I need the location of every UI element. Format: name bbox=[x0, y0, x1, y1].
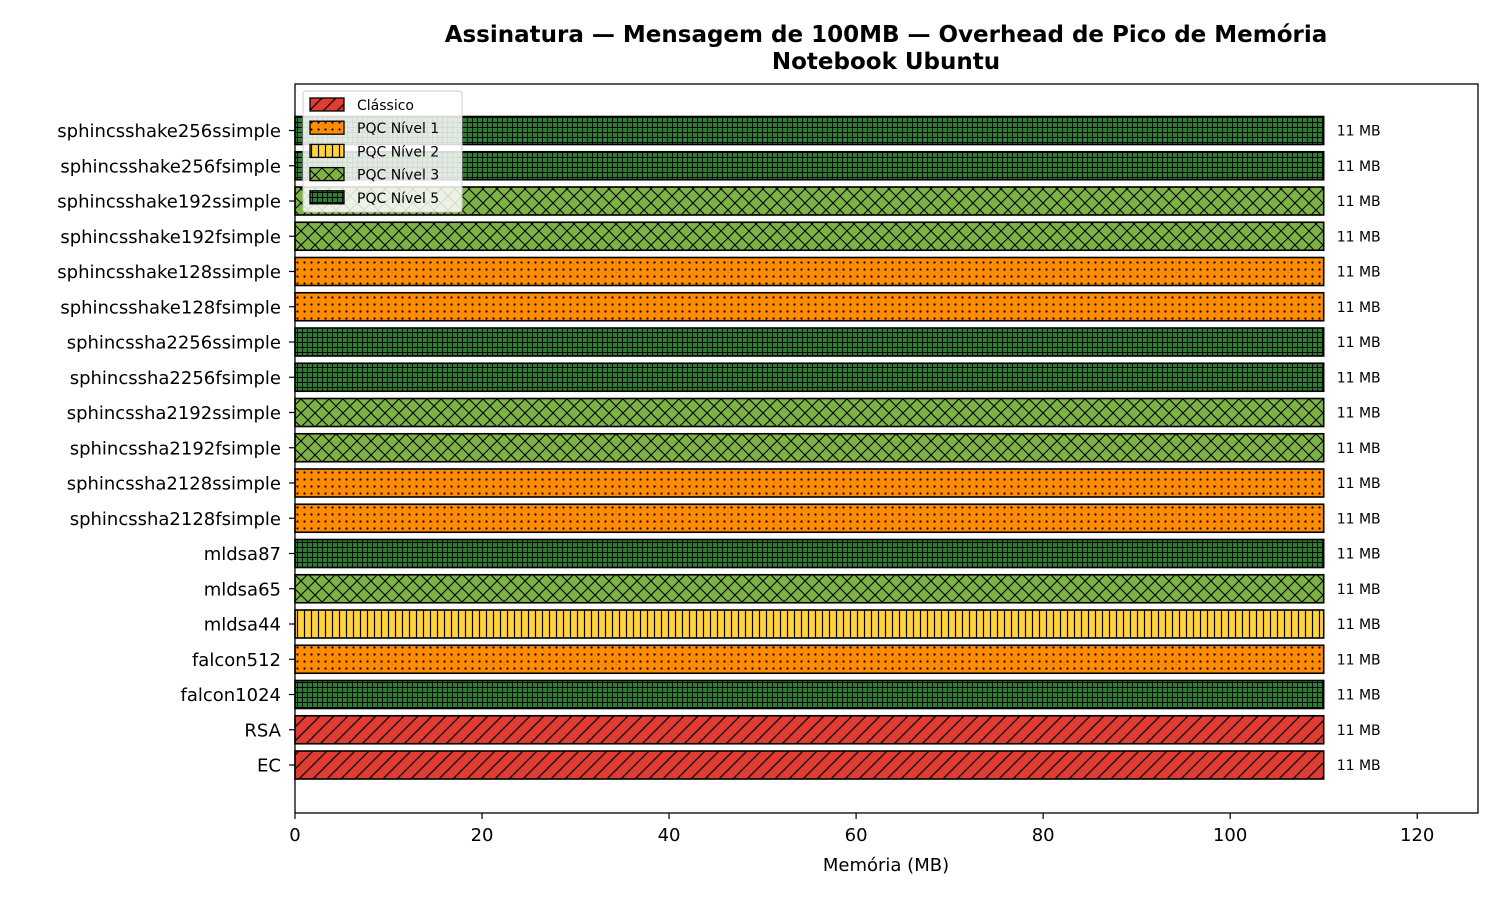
x-axis-label: Memória (MB) bbox=[823, 855, 949, 876]
data-label-sphincsshake256ssimple: 11 MB bbox=[1337, 124, 1381, 140]
bar-mldsa44 bbox=[294, 609, 1325, 639]
bar-sphincsshake192ssimple bbox=[294, 186, 1325, 216]
data-label-mldsa65: 11 MB bbox=[1337, 582, 1381, 598]
x-tick-label-40: 40 bbox=[658, 825, 681, 846]
y-tick-label-sphincssha2256ssimple: sphincssha2256ssimple bbox=[67, 333, 281, 354]
y-tick-label-sphincssha2128fsimple: sphincssha2128fsimple bbox=[70, 509, 281, 530]
legend-swatch-classic bbox=[309, 97, 345, 112]
bar-falcon1024 bbox=[294, 679, 1325, 710]
legend-label-n2: PQC Nível 2 bbox=[357, 144, 439, 160]
legend-label-classic: Clássico bbox=[357, 98, 414, 114]
data-label-sphincssha2256ssimple: 11 MB bbox=[1337, 335, 1381, 351]
legend-label-n3: PQC Nível 3 bbox=[357, 168, 439, 184]
data-label-sphincssha2128fsimple: 11 MB bbox=[1337, 511, 1381, 527]
bar-RSA bbox=[294, 714, 1325, 745]
y-tick-label-sphincssha2128ssimple: sphincssha2128ssimple bbox=[67, 474, 281, 495]
legend-swatch-n2 bbox=[309, 143, 345, 159]
x-tick-label-20: 20 bbox=[471, 825, 494, 846]
data-label-mldsa44: 11 MB bbox=[1337, 617, 1381, 633]
legend: Clássico PQC Nível 1 PQC Nível 2 PQC Nível … bbox=[302, 90, 463, 213]
x-axis: 0 20 40 60 80 100 120 bbox=[289, 813, 1434, 846]
y-tick-label-RSA: RSA bbox=[244, 720, 281, 741]
legend-swatch-n1 bbox=[309, 120, 345, 135]
legend-swatch-n3 bbox=[309, 166, 345, 182]
x-tick-label-0: 0 bbox=[289, 825, 300, 846]
data-label-sphincssha2192ssimple: 11 MB bbox=[1337, 406, 1381, 422]
chart-subtitle: Notebook Ubuntu bbox=[772, 49, 1000, 75]
data-label-RSA: 11 MB bbox=[1337, 723, 1381, 739]
plot-frame bbox=[294, 83, 1479, 814]
y-tick-label-sphincsshake128fsimple: sphincsshake128fsimple bbox=[60, 297, 281, 318]
bar-sphincssha2192fsimple bbox=[294, 432, 1325, 463]
y-tick-labels: sphincsshake256ssimple sphincsshake256fsi… bbox=[57, 121, 295, 777]
data-label-falcon1024: 11 MB bbox=[1337, 688, 1381, 704]
y-tick-label-falcon512: falcon512 bbox=[192, 650, 281, 671]
bar-sphincssha2128fsimple bbox=[294, 503, 1325, 534]
bar-sphincssha2192ssimple bbox=[294, 397, 1325, 428]
data-labels: 11 MB 11 MB 11 MB 11 MB 11 MB 11 MB 11 MB 11 MB… bbox=[1337, 124, 1381, 775]
y-tick-label-sphincsshake192fsimple: sphincsshake192fsimple bbox=[60, 227, 281, 248]
legend-swatch-n5 bbox=[309, 190, 345, 205]
y-tick-label-falcon1024: falcon1024 bbox=[181, 685, 282, 706]
bar-mldsa87 bbox=[294, 538, 1325, 569]
data-label-sphincsshake192ssimple: 11 MB bbox=[1337, 194, 1381, 210]
bar-sphincsshake128fsimple bbox=[294, 291, 1325, 322]
data-label-sphincssha2192fsimple: 11 MB bbox=[1337, 441, 1381, 457]
x-tick-label-80: 80 bbox=[1032, 825, 1055, 846]
bar-sphincssha2256fsimple bbox=[294, 362, 1325, 393]
x-tick-label-120: 120 bbox=[1400, 825, 1434, 846]
bar-sphincssha2128ssimple bbox=[294, 468, 1325, 498]
y-tick-label-sphincsshake256fsimple: sphincsshake256fsimple bbox=[60, 156, 281, 177]
y-tick-label-EC: EC bbox=[257, 756, 281, 777]
chart-title: Assinatura — Mensagem de 100MB — Overhea… bbox=[445, 22, 1328, 48]
bar-sphincsshake256fsimple bbox=[294, 150, 1325, 181]
bar-mldsa65 bbox=[294, 573, 1325, 604]
y-tick-label-mldsa44: mldsa44 bbox=[204, 615, 281, 636]
data-label-EC: 11 MB bbox=[1337, 758, 1381, 774]
data-label-sphincsshake256fsimple: 11 MB bbox=[1337, 159, 1381, 175]
bar-EC bbox=[294, 750, 1325, 780]
y-tick-label-mldsa87: mldsa87 bbox=[204, 544, 281, 565]
data-label-sphincsshake128fsimple: 11 MB bbox=[1337, 300, 1381, 316]
bar-sphincsshake128ssimple bbox=[294, 256, 1325, 287]
y-tick-label-sphincsshake256ssimple: sphincsshake256ssimple bbox=[57, 121, 281, 142]
x-tick-label-60: 60 bbox=[845, 825, 868, 846]
legend-label-n1: PQC Nível 1 bbox=[357, 121, 439, 137]
bar-falcon512 bbox=[294, 644, 1325, 675]
bars-layer bbox=[294, 115, 1325, 780]
data-label-mldsa87: 11 MB bbox=[1337, 547, 1381, 563]
x-tick-label-100: 100 bbox=[1213, 825, 1247, 846]
data-label-sphincsshake192fsimple: 11 MB bbox=[1337, 229, 1381, 245]
data-label-sphincssha2128ssimple: 11 MB bbox=[1337, 476, 1381, 492]
y-tick-label-sphincssha2192fsimple: sphincssha2192fsimple bbox=[70, 438, 281, 459]
data-label-falcon512: 11 MB bbox=[1337, 652, 1381, 668]
data-label-sphincssha2256fsimple: 11 MB bbox=[1337, 370, 1381, 386]
bar-sphincsshake192fsimple bbox=[294, 221, 1325, 252]
data-label-sphincsshake128ssimple: 11 MB bbox=[1337, 265, 1381, 281]
legend-label-n5: PQC Nível 5 bbox=[357, 191, 439, 207]
bar-sphincssha2256ssimple bbox=[294, 327, 1325, 357]
y-tick-label-sphincssha2256fsimple: sphincssha2256fsimple bbox=[70, 368, 281, 389]
y-tick-label-mldsa65: mldsa65 bbox=[204, 579, 281, 600]
y-tick-label-sphincsshake192ssimple: sphincsshake192ssimple bbox=[57, 192, 281, 213]
y-tick-label-sphincssha2192ssimple: sphincssha2192ssimple bbox=[67, 403, 281, 424]
y-tick-label-sphincsshake128ssimple: sphincsshake128ssimple bbox=[57, 262, 281, 283]
